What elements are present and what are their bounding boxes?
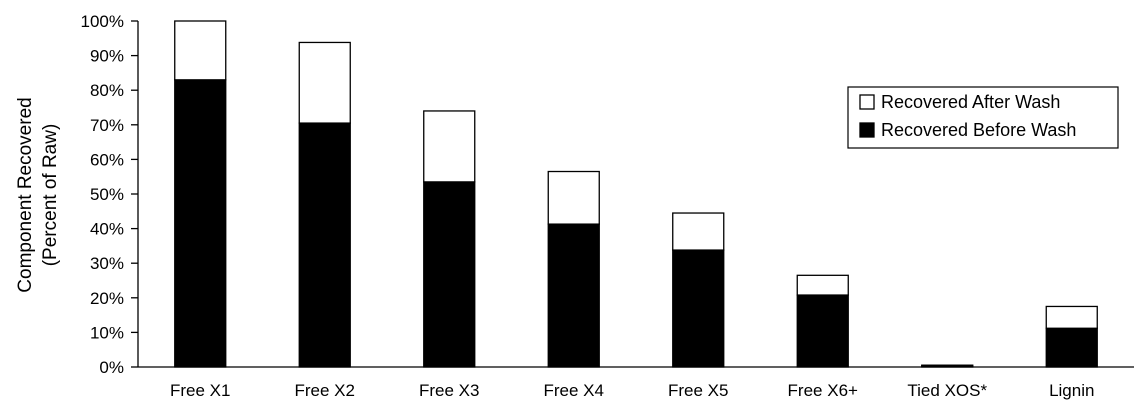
legend: Recovered After Wash Recovered Before Wa…	[847, 86, 1119, 149]
y-tick-label: 60%	[90, 150, 124, 169]
bar-recovered-after-wash	[298, 41, 351, 124]
legend-swatch-after-wash	[859, 94, 875, 110]
bar-recovered-after-wash	[423, 110, 476, 183]
x-category-label: Free X6+	[788, 381, 858, 400]
bar-recovered-before-wash	[1045, 327, 1098, 368]
bar-recovered-before-wash	[672, 249, 725, 368]
bars-group	[174, 20, 1098, 368]
x-category-label: Tied XOS*	[907, 381, 987, 400]
bar-recovered-before-wash	[423, 181, 476, 368]
y-tick-label: 50%	[90, 185, 124, 204]
y-axis-title: Component Recovered (Percent of Raw)	[15, 97, 61, 292]
legend-box	[847, 86, 1119, 149]
y-tick-label: 10%	[90, 323, 124, 342]
legend-label-before-wash: Recovered Before Wash	[881, 120, 1076, 140]
x-category-label: Free X4	[544, 381, 604, 400]
y-tick-label: 20%	[90, 289, 124, 308]
bar-recovered-before-wash	[298, 122, 351, 368]
bar-recovered-before-wash	[796, 294, 849, 368]
bar-recovered-after-wash	[672, 212, 725, 251]
y-axis-title-line1: Component Recovered	[15, 97, 36, 292]
y-axis-ticks: 0% 10% 20% 30% 40% 50% 60% 70% 80% 90% 100%	[81, 12, 138, 377]
x-axis-labels: Free X1 Free X2 Free X3 Free X4 Free X5 Free …	[170, 381, 1094, 400]
bar-recovered-after-wash	[1045, 305, 1098, 329]
y-axis-title-line2: (Percent of Raw)	[40, 124, 61, 267]
y-tick-label: 90%	[90, 47, 124, 66]
bar-recovered-after-wash	[174, 20, 227, 81]
bar-recovered-after-wash	[547, 170, 600, 225]
y-tick-label: 30%	[90, 254, 124, 273]
x-category-label: Free X1	[170, 381, 230, 400]
x-category-label: Free X5	[668, 381, 728, 400]
y-tick-label: 80%	[90, 81, 124, 100]
bar-recovered-after-wash	[921, 364, 974, 367]
y-tick-label: 0%	[99, 358, 124, 377]
x-category-label: Free X2	[295, 381, 355, 400]
y-tick-label: 100%	[81, 12, 124, 31]
y-tick-label: 40%	[90, 220, 124, 239]
legend-swatch-before-wash	[859, 122, 875, 138]
bar-recovered-before-wash	[547, 223, 600, 368]
y-tick-label: 70%	[90, 116, 124, 135]
bar-recovered-after-wash	[796, 274, 849, 296]
bar-recovered-before-wash	[174, 79, 227, 368]
x-category-label: Lignin	[1049, 381, 1094, 400]
legend-label-after-wash: Recovered After Wash	[881, 92, 1060, 112]
x-category-label: Free X3	[419, 381, 479, 400]
